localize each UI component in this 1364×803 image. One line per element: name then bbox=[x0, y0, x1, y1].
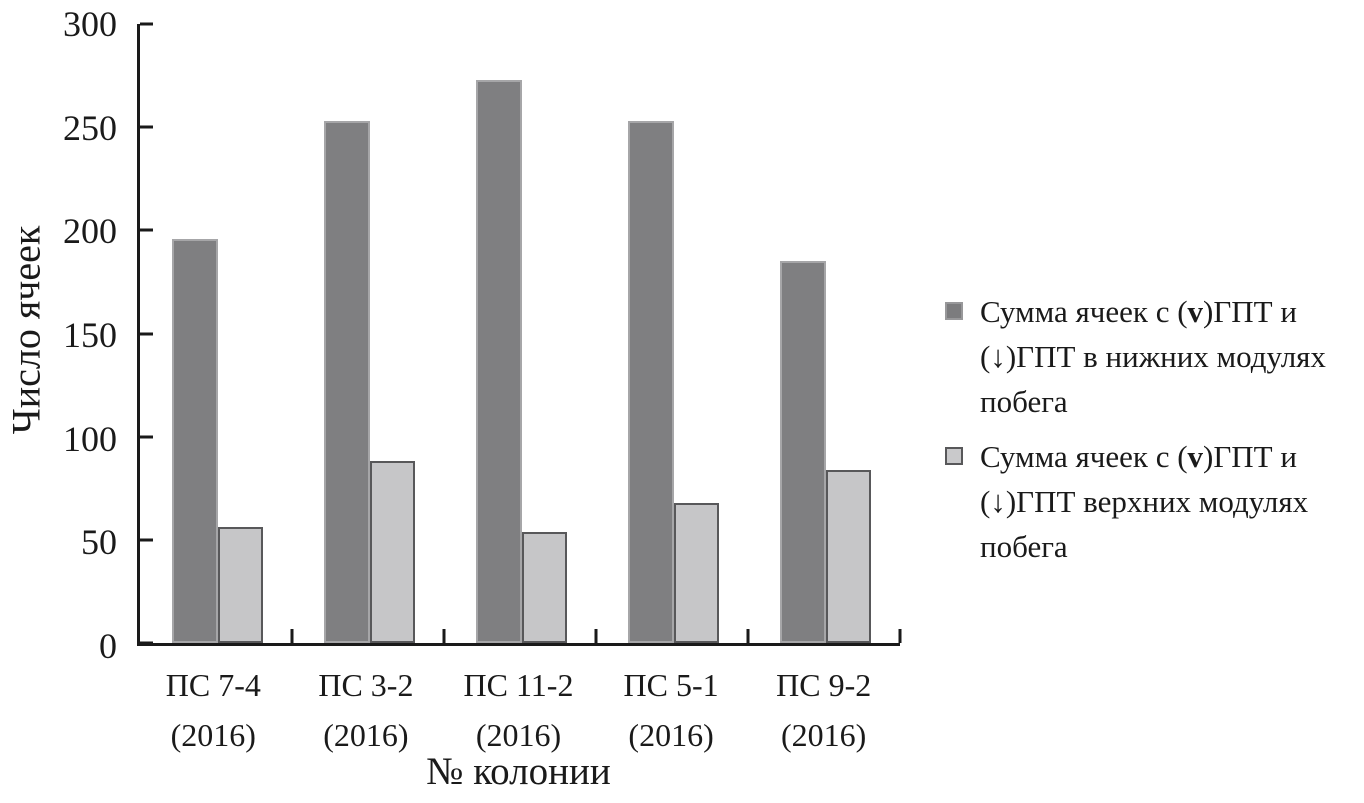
x-axis-title: № колонии bbox=[426, 750, 611, 793]
legend-text-line: (↓)ГПТ верхних модулях bbox=[980, 484, 1309, 519]
bar-series1-3 bbox=[475, 79, 522, 643]
x-category-label-5: ПС 9-2 (2016) bbox=[747, 660, 900, 760]
x-category-label-line: (2016) bbox=[323, 717, 409, 753]
legend-text-line: побега bbox=[980, 529, 1068, 564]
y-tick-mark-50 bbox=[140, 538, 153, 542]
x-category-label-line: ПС 7-4 bbox=[165, 667, 261, 703]
legend-item-text: Сумма ячеек с (v)ГПТ и (↓)ГПТ в нижних мо… bbox=[980, 289, 1326, 424]
y-tick-label-50: 50 bbox=[81, 522, 117, 562]
x-category-label-3: ПС 11-2 (2016) bbox=[442, 660, 595, 760]
plot-area bbox=[137, 22, 902, 646]
y-tick-label-0: 0 bbox=[99, 626, 117, 666]
x-category-label-4: ПС 5-1 (2016) bbox=[595, 660, 748, 760]
bar-group-4 bbox=[596, 24, 748, 643]
y-tick-mark-150 bbox=[140, 332, 153, 335]
legend-text-line: (↓)ГПТ в нижних модулях bbox=[980, 339, 1326, 374]
x-category-label-line: (2016) bbox=[628, 717, 714, 753]
y-tick-label-200: 200 bbox=[63, 211, 117, 251]
x-category-label-line: ПС 5-1 bbox=[623, 667, 719, 703]
bar-group-2 bbox=[292, 24, 444, 643]
x-tick-mark-2 bbox=[442, 629, 446, 643]
y-tick-label-150: 150 bbox=[63, 315, 117, 355]
legend-item-text: Сумма ячеек с (v)ГПТ и (↓)ГПТ верхних мод… bbox=[980, 434, 1308, 569]
bar-series1-1 bbox=[171, 238, 218, 643]
y-tick-mark-250 bbox=[140, 125, 153, 129]
x-tick-mark-1 bbox=[290, 629, 294, 643]
y-tick-mark-200 bbox=[140, 228, 153, 232]
legend-swatch-icon bbox=[945, 447, 963, 465]
y-tick-mark-100 bbox=[140, 435, 153, 439]
bar-series2-2 bbox=[369, 461, 416, 643]
y-tick-label-250: 250 bbox=[63, 108, 117, 148]
legend-text-line: Сумма ячеек с (v)ГПТ и bbox=[980, 294, 1297, 329]
x-category-label-line: ПС 3-2 bbox=[318, 667, 414, 703]
bar-series2-5 bbox=[825, 469, 872, 643]
y-tick-label-100: 100 bbox=[63, 419, 117, 459]
bar-series2-4 bbox=[673, 502, 720, 643]
y-tick-mark-0 bbox=[140, 641, 153, 645]
x-category-label-line: (2016) bbox=[475, 717, 562, 753]
x-tick-mark-4 bbox=[746, 629, 750, 643]
x-tick-mark-3 bbox=[594, 629, 598, 643]
legend-text-line: побега bbox=[980, 384, 1068, 419]
x-category-label-line: (2016) bbox=[170, 717, 256, 753]
bar-series2-3 bbox=[521, 531, 568, 643]
legend-item-1: Сумма ячеек с (v)ГПТ и (↓)ГПТ в нижних мо… bbox=[945, 289, 1364, 424]
bar-series1-2 bbox=[323, 120, 370, 643]
legend-swatch-icon bbox=[945, 302, 963, 320]
x-axis-category-labels: ПС 7-4 (2016) ПС 3-2 (2016) ПС 11-2 (2016) ПС … bbox=[137, 660, 900, 760]
y-tick-mark-300 bbox=[140, 22, 153, 26]
legend-text-line: Сумма ячеек с (v)ГПТ и bbox=[980, 439, 1297, 474]
bar-group-3 bbox=[444, 24, 596, 643]
y-tick-label-300: 300 bbox=[63, 4, 117, 44]
chart-legend: Сумма ячеек с (v)ГПТ и (↓)ГПТ в нижних мо… bbox=[945, 289, 1364, 579]
bar-group-5 bbox=[748, 24, 900, 643]
legend-item-2: Сумма ячеек с (v)ГПТ и (↓)ГПТ верхних мод… bbox=[945, 434, 1364, 569]
x-category-label-line: ПС 9-2 bbox=[776, 667, 872, 703]
bar-group-1 bbox=[140, 24, 292, 643]
bar-series1-5 bbox=[779, 261, 826, 643]
x-category-label-2: ПС 3-2 (2016) bbox=[290, 660, 443, 760]
bar-series1-4 bbox=[627, 120, 674, 643]
x-category-label-line: (2016) bbox=[781, 717, 867, 753]
x-category-label-1: ПС 7-4 (2016) bbox=[137, 660, 290, 760]
x-category-label-line: ПС 11-2 bbox=[463, 667, 574, 703]
x-tick-mark-5 bbox=[898, 629, 902, 643]
bar-series2-1 bbox=[217, 527, 264, 643]
